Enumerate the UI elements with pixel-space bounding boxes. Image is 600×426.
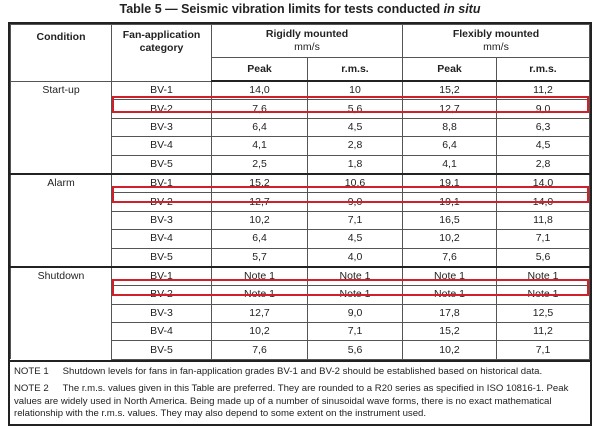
header-rigid: Rigidly mounted mm/s	[211, 24, 403, 58]
value-cell: 16,5	[402, 210, 497, 231]
notes: NOTE 1 Shutdown levels for fans in fan-ap…	[10, 359, 590, 424]
condition-cell	[10, 229, 112, 249]
table-title: Table 5 — Seismic vibration limits for t…	[119, 2, 481, 16]
value-cell: 12,5	[496, 303, 590, 324]
value-cell: 7,1	[496, 229, 590, 249]
header-condition: Condition	[10, 24, 112, 82]
category-cell: BV-3	[111, 117, 212, 138]
category-cell: BV-5	[111, 154, 212, 175]
value-cell: 1,8	[307, 154, 403, 175]
header-rms: r.m.s.	[496, 57, 590, 82]
header-category: Fan-application category	[111, 24, 212, 82]
table-row: BV-3 12,7 9,0 17,8 12,5	[10, 303, 590, 324]
condition-cell	[10, 340, 112, 360]
value-cell: 11,8	[496, 210, 590, 231]
value-cell: 5,6	[307, 99, 403, 119]
table-row: BV-4 6,4 4,5 10,2 7,1	[10, 229, 590, 249]
value-cell: 14,0	[211, 80, 308, 101]
value-cell: 10,2	[211, 322, 308, 342]
value-cell: 7,6	[402, 247, 497, 268]
value-cell: 11,2	[496, 80, 590, 101]
table-row: BV-2 Note 1 Note 1 Note 1 Note 1	[10, 285, 590, 305]
value-cell: 6,4	[402, 136, 497, 156]
value-cell: 4,5	[307, 229, 403, 249]
condition-cell	[10, 136, 112, 156]
category-cell: BV-4	[111, 322, 212, 342]
condition-cell	[10, 211, 112, 230]
value-cell: 10,2	[402, 340, 497, 360]
value-cell: 17,8	[402, 303, 497, 324]
value-cell: 7,1	[307, 210, 403, 231]
value-cell: 4,5	[496, 136, 590, 156]
value-cell: 4,1	[211, 136, 308, 156]
value-cell: 2,8	[307, 136, 403, 156]
header-flex: Flexibly mounted mm/s	[402, 24, 590, 58]
vibration-limits-table: Condition Fan-application category Rigid…	[8, 22, 592, 426]
value-cell: 6,4	[211, 229, 308, 249]
condition-cell: Start-up	[10, 81, 112, 100]
category-cell: BV-3	[111, 210, 212, 231]
value-cell: 5,6	[307, 340, 403, 360]
condition-cell	[10, 304, 112, 323]
table-row: BV-2 12,7 9,0 19,1 14,0	[10, 192, 590, 212]
condition-cell	[10, 99, 112, 119]
value-cell: 4,0	[307, 247, 403, 268]
category-cell: BV-4	[111, 136, 212, 156]
value-cell: 10,2	[402, 229, 497, 249]
value-cell: 7,1	[307, 322, 403, 342]
table-row: BV-3 6,4 4,5 8,8 6,3	[10, 117, 590, 138]
header-peak: Peak	[211, 57, 308, 82]
value-cell: 7,6	[211, 340, 308, 360]
highlight-box	[112, 279, 589, 296]
table-row: BV-5 5,7 4,0 7,6 5,6	[10, 247, 590, 268]
table-row: BV-4 4,1 2,8 6,4 4,5	[10, 136, 590, 156]
header-rms: r.m.s.	[307, 57, 403, 82]
value-cell: 4,5	[307, 117, 403, 138]
value-cell: 8,8	[402, 117, 497, 138]
note-2: NOTE 2 The r.m.s. values given in this Ta…	[14, 383, 569, 420]
header-peak: Peak	[402, 57, 497, 82]
category-cell: BV-3	[111, 303, 212, 324]
value-cell: 4,1	[402, 154, 497, 175]
table-row: BV-5 7,6 5,6 10,2 7,1	[10, 340, 590, 360]
value-cell: 2,8	[496, 154, 590, 175]
value-cell: 6,4	[211, 117, 308, 138]
condition-cell	[10, 248, 112, 267]
condition-cell: Alarm	[10, 172, 112, 193]
table-row: BV-5 2,5 1,8 4,1 2,8	[10, 154, 590, 175]
note-1: NOTE 1 Shutdown levels for fans in fan-ap…	[14, 365, 543, 377]
value-cell: 2,5	[211, 154, 308, 175]
condition-cell	[10, 118, 112, 137]
value-cell: 15,2	[402, 322, 497, 342]
value-cell: 10,2	[211, 210, 308, 231]
condition-cell	[10, 155, 112, 174]
value-cell: 7,1	[496, 340, 590, 360]
category-cell: BV-4	[111, 229, 212, 249]
highlight-box	[112, 186, 589, 203]
value-cell: 12,7	[211, 303, 308, 324]
category-cell: BV-5	[111, 340, 212, 360]
value-cell: 9,0	[307, 303, 403, 324]
value-cell: 11,2	[496, 322, 590, 342]
value-cell: 6,3	[496, 117, 590, 138]
condition-cell	[10, 322, 112, 341]
table-row: BV-4 10,2 7,1 15,2 11,2	[10, 322, 590, 342]
condition-cell	[10, 285, 112, 305]
value-cell: 5,7	[211, 247, 308, 268]
value-cell: 5,6	[496, 247, 590, 268]
category-cell: BV-5	[111, 247, 212, 268]
highlight-box	[112, 96, 589, 113]
condition-cell	[10, 192, 112, 212]
condition-cell: Shutdown	[10, 265, 112, 286]
table-row: BV-3 10,2 7,1 16,5 11,8	[10, 210, 590, 231]
